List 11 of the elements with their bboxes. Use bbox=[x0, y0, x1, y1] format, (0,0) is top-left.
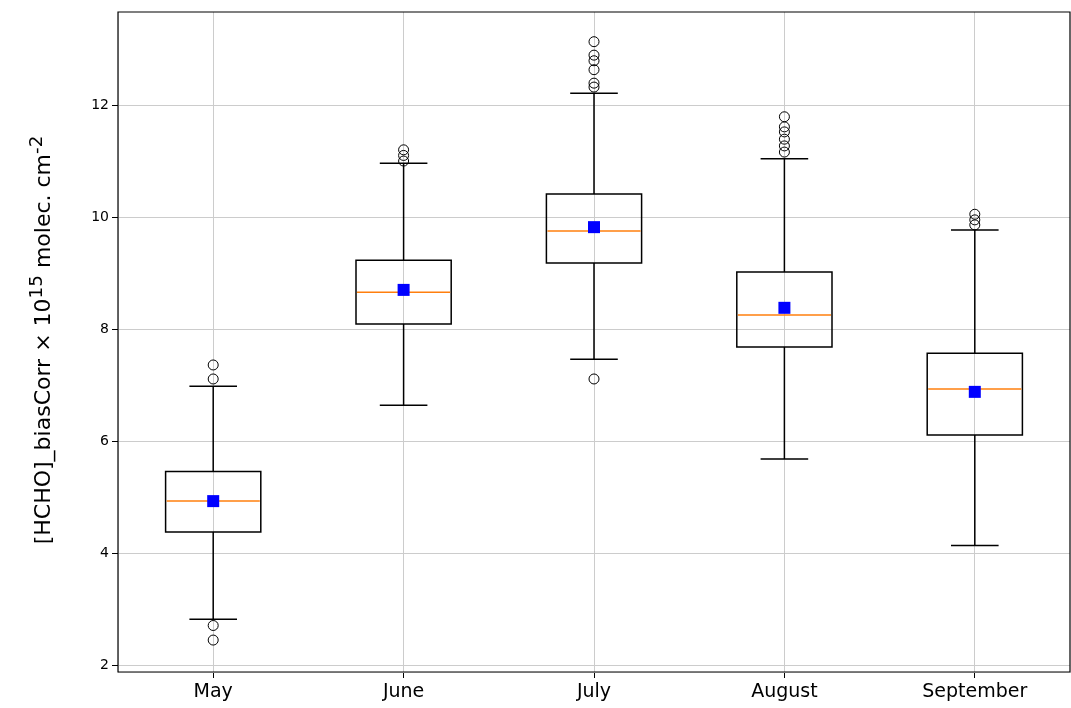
y-tick-label: 10 bbox=[91, 207, 109, 224]
y-tick-label: 8 bbox=[100, 319, 109, 336]
y-tick-label: 4 bbox=[100, 543, 110, 560]
y-tick-label: 12 bbox=[91, 95, 109, 112]
y-tick-label: 2 bbox=[100, 655, 109, 672]
x-tick-label: May bbox=[193, 679, 233, 702]
y-tick-label: 6 bbox=[100, 431, 110, 448]
x-tick-label: August bbox=[751, 679, 818, 702]
x-tick-label: June bbox=[381, 679, 425, 702]
x-tick-label: July bbox=[575, 679, 612, 702]
x-tick-label: September bbox=[922, 679, 1028, 702]
